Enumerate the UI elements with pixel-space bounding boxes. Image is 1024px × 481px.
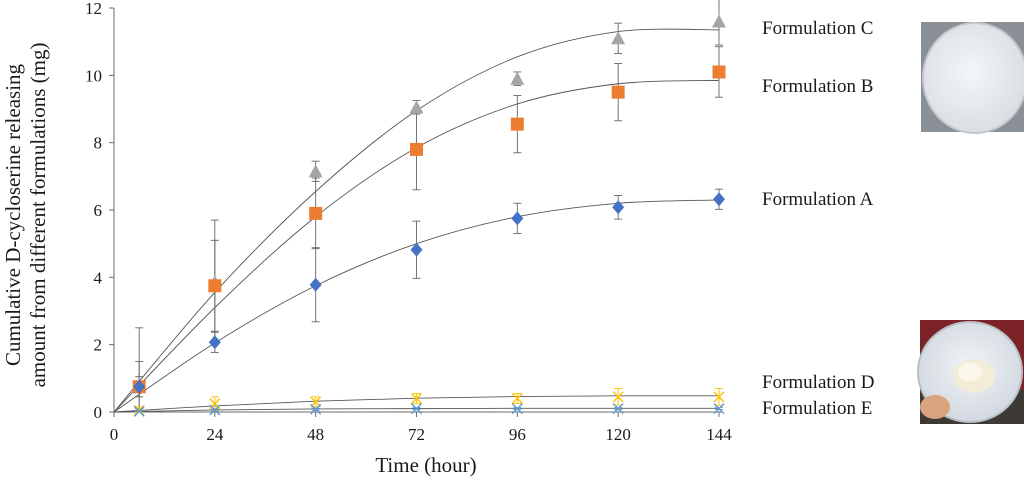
x-tick-label: 48 bbox=[307, 425, 324, 444]
y-tick-label: 4 bbox=[94, 268, 103, 287]
formulation-d-point bbox=[411, 393, 422, 405]
fit-curves bbox=[113, 28, 720, 413]
y-tick-label: 2 bbox=[94, 336, 103, 355]
formulation-d-point-stroke bbox=[612, 391, 624, 403]
formulation-d-point bbox=[713, 391, 725, 403]
formulation-e-point-stroke bbox=[310, 403, 322, 415]
formulation-b-point bbox=[410, 142, 423, 156]
x-tick-label: 0 bbox=[110, 425, 119, 444]
formulation-b-point bbox=[510, 117, 524, 131]
formulation-e-point bbox=[310, 403, 322, 415]
x-tick-label: 144 bbox=[706, 425, 732, 444]
formulation-c-point bbox=[712, 14, 726, 28]
formulation-e-point bbox=[612, 403, 624, 415]
legend: Formulation C Formulation B Formulation A F… bbox=[762, 18, 874, 419]
y-tick-label: 12 bbox=[85, 0, 102, 18]
x-tick-label: 24 bbox=[206, 425, 224, 444]
formulation-d-point-stroke bbox=[511, 393, 523, 405]
formulation-b-point bbox=[712, 65, 726, 79]
formulation-a-point bbox=[511, 211, 524, 226]
formulation-d-point bbox=[511, 393, 523, 405]
formulation-e-point-stroke bbox=[713, 403, 725, 415]
y-axis-title-line1: Cumulative D-cycloserine releasing bbox=[1, 63, 25, 366]
formulation-e-point-stroke bbox=[612, 403, 624, 415]
formulation-a-point bbox=[410, 242, 423, 257]
formulation-c-point bbox=[409, 100, 424, 114]
formulation-a-point bbox=[133, 379, 146, 394]
formulation-d-point bbox=[612, 391, 624, 403]
y-tick-label: 10 bbox=[85, 66, 102, 85]
formulation-c-point bbox=[611, 31, 626, 45]
formulation-a-legend-label: Formulation A bbox=[762, 189, 874, 210]
formulation-e-point-stroke bbox=[411, 403, 422, 415]
formulation-c-legend-label: Formulation C bbox=[762, 18, 873, 39]
x-axis-title: Time (hour) bbox=[375, 453, 476, 477]
formulation-e-point bbox=[511, 403, 523, 415]
formulation-e-point-stroke bbox=[209, 404, 221, 416]
formulation-e-point-stroke bbox=[511, 403, 523, 415]
formulation-e-point bbox=[411, 403, 422, 415]
formulation-a-point bbox=[713, 192, 725, 207]
formulation-e-point bbox=[133, 405, 145, 417]
formulation-d-point-stroke bbox=[713, 391, 725, 403]
formulation-c-point bbox=[308, 164, 323, 178]
formulation-e-legend-label: Formulation E bbox=[762, 398, 872, 419]
formulation-e-point bbox=[209, 404, 221, 416]
error-bars bbox=[135, 0, 723, 413]
formulation-a-point bbox=[612, 200, 625, 215]
x-tick-label: 120 bbox=[605, 425, 631, 444]
formulation-d-point bbox=[133, 404, 145, 416]
formulation-d-legend-label: Formulation D bbox=[762, 372, 874, 393]
formulation-b-point bbox=[208, 279, 222, 293]
y-tick-label: 6 bbox=[94, 201, 103, 220]
data-markers bbox=[132, 14, 726, 417]
formulation-e-point-stroke bbox=[133, 405, 145, 417]
formulation-a-point bbox=[309, 277, 322, 292]
y-tick-label: 0 bbox=[94, 403, 103, 422]
y-axis-title-line2: amount from different formulations (mg) bbox=[26, 43, 50, 388]
formulation-d-point-stroke bbox=[133, 404, 145, 416]
formulation-c-point bbox=[510, 71, 525, 85]
formulation-b-point bbox=[309, 206, 323, 220]
x-tick-label: 96 bbox=[509, 425, 526, 444]
formulation-e-point bbox=[713, 403, 725, 415]
y-tick-label: 8 bbox=[94, 134, 103, 153]
formulation-d-point-stroke bbox=[411, 393, 422, 405]
formulation-c-fit-curve bbox=[113, 28, 720, 413]
x-tick-label: 72 bbox=[408, 425, 425, 444]
formulation-c-photo bbox=[921, 22, 1024, 134]
formulation-b-legend-label: Formulation B bbox=[762, 76, 873, 97]
formulation-b-point bbox=[611, 85, 625, 99]
formulation-e-photo bbox=[917, 320, 1024, 424]
formulation-a-point bbox=[208, 335, 221, 350]
